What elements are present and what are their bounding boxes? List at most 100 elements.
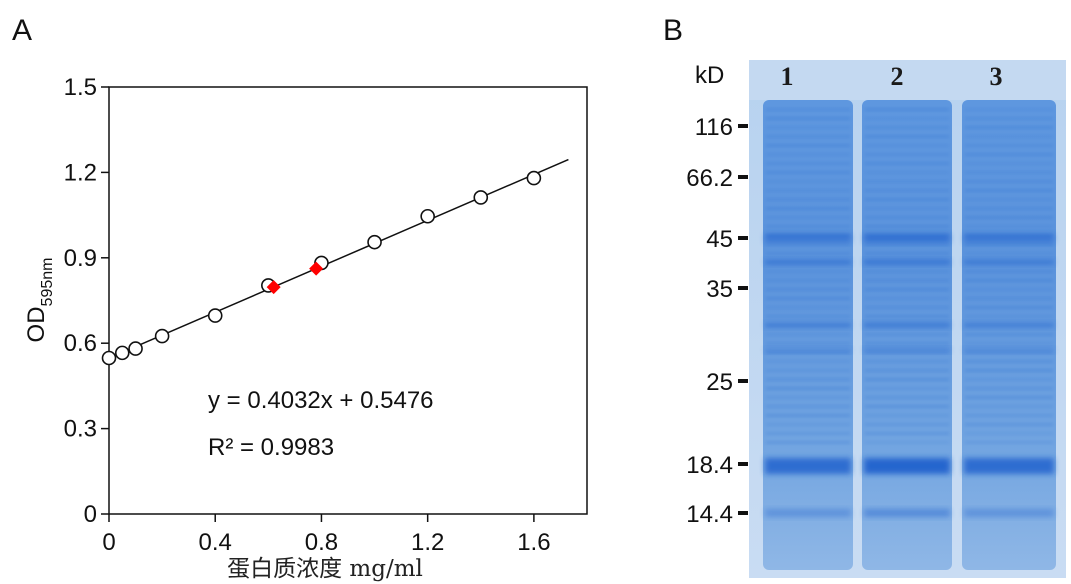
protein-band: [965, 378, 1053, 381]
y-axis-label-subscript: 595nm: [39, 258, 56, 307]
protein-band: [766, 162, 850, 165]
protein-band: [865, 180, 949, 183]
marker-tick: [738, 286, 748, 290]
protein-band: [766, 414, 850, 417]
sample-point: [309, 261, 324, 276]
protein-band: [865, 396, 949, 399]
standard-point: [207, 308, 223, 323]
protein-band-strong: [864, 233, 950, 243]
protein-band: [965, 162, 1053, 165]
protein-band-strong: [964, 233, 1054, 243]
protein-band: [965, 108, 1053, 111]
protein-band: [965, 198, 1053, 201]
protein-band: [865, 108, 949, 111]
protein-band: [865, 144, 949, 147]
protein-band-strong: [765, 458, 851, 474]
y-tick-label: 0.6: [64, 330, 97, 357]
standard-point: [114, 345, 130, 361]
protein-band: [965, 423, 1053, 426]
protein-band: [865, 369, 949, 372]
protein-band: [965, 315, 1053, 318]
protein-band: [865, 117, 949, 120]
protein-band: [965, 216, 1053, 219]
protein-band: [766, 360, 850, 363]
protein-band: [865, 315, 949, 318]
panel-b-gel: 1 2 3 kD 116 66.2 45 35 25 18.4 14.4: [686, 60, 1066, 578]
standard-point: [526, 170, 542, 186]
protein-band: [865, 387, 949, 390]
protein-band-strong: [765, 322, 851, 328]
axis-ticks: 0 0.3 0.6 0.9 1.2 1.5 0 0.4 0.8 1.2 1.6: [64, 74, 551, 556]
protein-band: [965, 369, 1053, 372]
protein-band: [766, 432, 850, 435]
protein-band: [766, 108, 850, 111]
protein-band: [865, 432, 949, 435]
protein-band: [865, 297, 949, 300]
protein-band: [766, 387, 850, 390]
x-axis-label: 蛋白质浓度 mg/ml: [227, 556, 423, 582]
protein-band-strong: [765, 259, 851, 265]
y-tick-label: 0: [84, 501, 97, 528]
marker-label: 25: [706, 369, 733, 396]
protein-band-strong: [964, 259, 1054, 265]
marker-tick: [738, 511, 748, 515]
protein-band-strong: [765, 347, 851, 353]
marker-tick: [738, 175, 748, 179]
r-squared-label: R² = 0.9983: [208, 434, 334, 461]
protein-band: [865, 441, 949, 444]
protein-band: [865, 270, 949, 273]
protein-band: [865, 207, 949, 210]
protein-band: [965, 207, 1053, 210]
protein-band: [865, 225, 949, 228]
sample-point: [266, 280, 281, 295]
protein-band-strong: [864, 509, 950, 517]
protein-band: [965, 288, 1053, 291]
protein-band: [865, 126, 949, 129]
protein-band: [766, 423, 850, 426]
protein-band: [965, 243, 1053, 246]
protein-band: [865, 252, 949, 255]
protein-band: [865, 162, 949, 165]
protein-band: [766, 126, 850, 129]
protein-band: [965, 432, 1053, 435]
protein-band: [965, 396, 1053, 399]
marker-label: 35: [706, 276, 733, 303]
protein-band: [766, 135, 850, 138]
protein-band: [965, 270, 1053, 273]
protein-band: [766, 378, 850, 381]
protein-band: [865, 306, 949, 309]
standard-point: [128, 341, 143, 356]
protein-band: [865, 198, 949, 201]
protein-band: [766, 297, 850, 300]
protein-band: [865, 243, 949, 246]
regression-line: [108, 158, 569, 359]
x-tick-label: 1.6: [517, 529, 550, 556]
protein-band: [766, 288, 850, 291]
protein-band-strong: [964, 509, 1054, 517]
x-tick-label: 0.8: [305, 529, 338, 556]
y-tick-label: 0.9: [64, 245, 97, 272]
protein-band: [766, 342, 850, 345]
marker-tick: [738, 462, 748, 466]
protein-band: [766, 279, 850, 282]
protein-band: [865, 288, 949, 291]
protein-band: [865, 153, 949, 156]
protein-band: [965, 180, 1053, 183]
protein-band: [965, 144, 1053, 147]
protein-band-strong: [964, 458, 1054, 474]
protein-band-strong: [864, 458, 950, 474]
protein-band: [766, 225, 850, 228]
x-tick-label: 1.2: [411, 529, 444, 556]
lane-number: 1: [781, 62, 794, 91]
standard-point: [154, 328, 170, 344]
protein-band-strong: [765, 509, 851, 517]
protein-band: [766, 153, 850, 156]
protein-band: [865, 378, 949, 381]
molecular-weight-markers: 116 66.2 45 35 25 18.4 14.4: [686, 114, 748, 528]
protein-band: [766, 396, 850, 399]
kd-unit-label: kD: [695, 62, 724, 89]
protein-band: [965, 252, 1053, 255]
protein-band: [766, 270, 850, 273]
protein-band: [965, 342, 1053, 345]
